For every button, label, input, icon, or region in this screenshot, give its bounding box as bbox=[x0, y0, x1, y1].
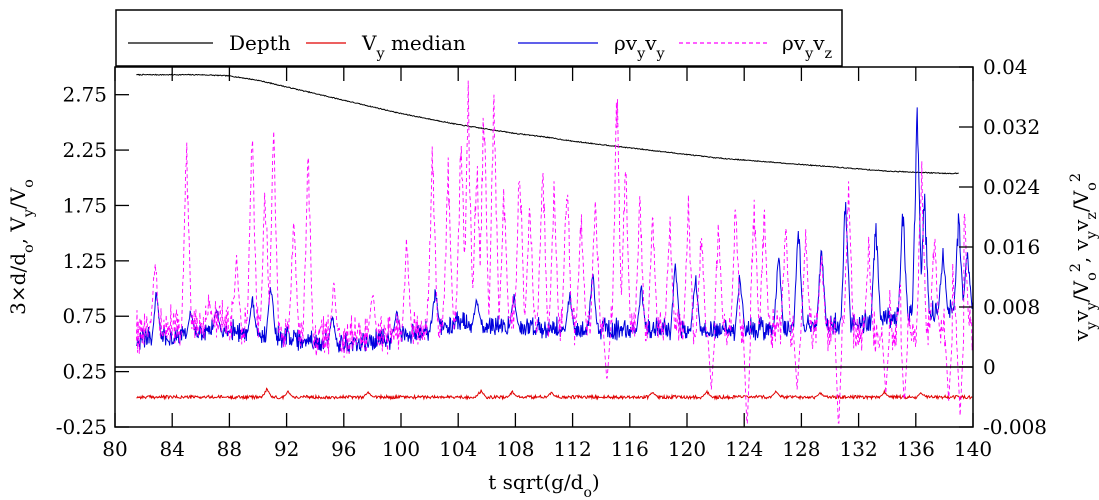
x-tick-label: 140 bbox=[954, 437, 992, 461]
legend-entry: ρvyvz bbox=[679, 31, 833, 62]
y-right-tick-label: 0.032 bbox=[983, 115, 1040, 139]
y-right-tick-label: 0.008 bbox=[983, 295, 1040, 319]
y-right-tick-label: 0.016 bbox=[983, 235, 1040, 259]
y-right-tick-label: 0 bbox=[983, 355, 996, 379]
legend-label: Depth bbox=[229, 31, 291, 55]
x-tick-label: 80 bbox=[102, 437, 127, 461]
series-layer bbox=[135, 73, 973, 424]
legend: Depth Vy median ρvyvy ρvyvz bbox=[115, 9, 843, 67]
x-tick-label: 92 bbox=[274, 437, 299, 461]
legend-entry: Vy median bbox=[306, 31, 466, 62]
y-right-tick-label: 0.024 bbox=[983, 175, 1040, 199]
y-left-tick-label: 0.75 bbox=[62, 304, 107, 328]
legend-label: Vy median bbox=[361, 31, 466, 62]
x-tick-label: 136 bbox=[897, 437, 935, 461]
legend-label: ρvyvz bbox=[782, 31, 833, 62]
y-right-tick-label: -0.008 bbox=[983, 415, 1047, 439]
legend-entry: Depth bbox=[128, 31, 291, 55]
y-left-axis-label: 3×d/do, Vy/Vo bbox=[6, 179, 37, 315]
series--vyvz-line bbox=[135, 80, 973, 424]
y-left-tick-label: 0.25 bbox=[62, 360, 107, 384]
y-left-tick-label: 2.25 bbox=[62, 138, 107, 162]
x-tick-label: 96 bbox=[331, 437, 356, 461]
x-tick-label: 88 bbox=[217, 437, 242, 461]
legend-box bbox=[115, 9, 843, 67]
x-tick-label: 116 bbox=[611, 437, 649, 461]
x-tick-label: 120 bbox=[668, 437, 706, 461]
axis-labels: 80 84 88 92 96 100 104 108 112 116 120 124 128 132 136… bbox=[6, 55, 1099, 500]
x-tick-label: 132 bbox=[840, 437, 878, 461]
y-left-tick-label: 1.25 bbox=[62, 249, 107, 273]
series-v-median-line bbox=[136, 387, 973, 401]
y-left-tick-label: 2.75 bbox=[62, 83, 107, 107]
y-right-axis-label: vyvy/Vo2, vyvz/Vo2 bbox=[1068, 173, 1099, 342]
x-tick-label: 128 bbox=[782, 437, 820, 461]
legend-label: ρvyvy bbox=[614, 31, 666, 62]
x-axis-label: t sqrt(g/do) bbox=[488, 470, 599, 500]
x-tick-label: 104 bbox=[439, 437, 477, 461]
x-tick-label: 112 bbox=[554, 437, 592, 461]
series-depth-line bbox=[136, 73, 959, 175]
y-left-tick-label: -0.25 bbox=[56, 415, 107, 439]
x-tick-label: 108 bbox=[496, 437, 534, 461]
x-tick-label: 84 bbox=[159, 437, 184, 461]
axis-ticks bbox=[114, 66, 974, 428]
x-tick-label: 124 bbox=[725, 437, 763, 461]
legend-entry: ρvyvy bbox=[518, 31, 666, 62]
y-left-tick-label: 1.75 bbox=[62, 193, 107, 217]
y-right-tick-label: 0.04 bbox=[983, 55, 1028, 79]
x-tick-label: 100 bbox=[382, 437, 420, 461]
